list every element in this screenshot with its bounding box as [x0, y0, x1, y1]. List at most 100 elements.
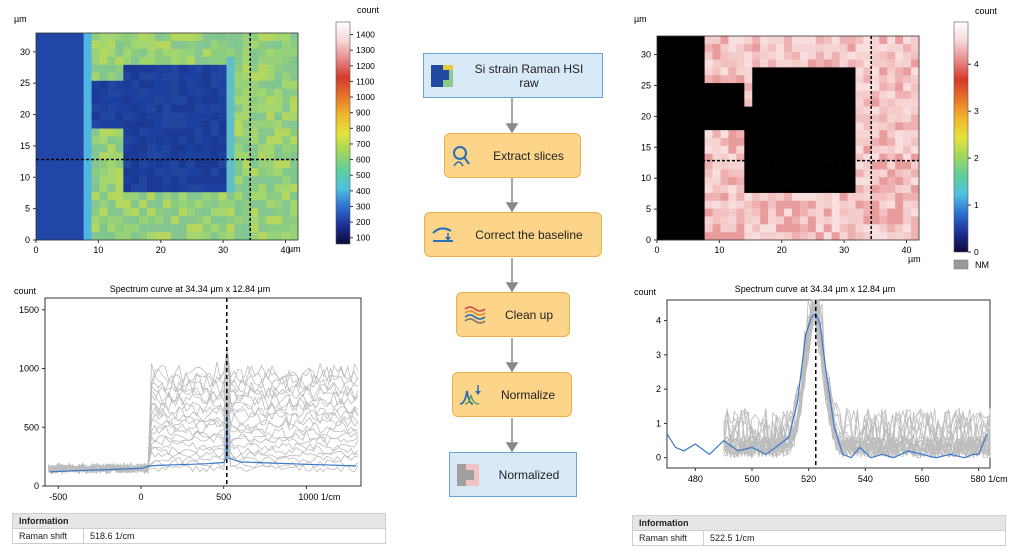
right-raman-shift-row: Raman shift 522.5 1/cm: [633, 531, 1005, 545]
map-pixel: [823, 98, 832, 107]
node-normalized[interactable]: Normalized: [449, 452, 577, 497]
map-pixel: [282, 128, 291, 137]
map-pixel: [290, 144, 299, 153]
map-pixel: [736, 51, 745, 60]
map-pixel: [831, 98, 840, 107]
map-pixel: [67, 176, 76, 185]
map-pixel: [807, 161, 817, 170]
x-tick-label: 10: [714, 245, 724, 255]
map-pixel: [178, 232, 188, 241]
map-pixel: [194, 104, 204, 113]
map-pixel: [202, 72, 211, 82]
left-map-image[interactable]: [35, 32, 299, 241]
map-pixel: [839, 169, 848, 178]
map-pixel: [831, 90, 840, 100]
node-si-strain-raman-hsi-raw[interactable]: Si strain Raman HSI raw: [423, 53, 603, 98]
map-pixel: [155, 48, 164, 58]
node-extract-slices[interactable]: Extract slices: [444, 133, 581, 178]
map-pixel: [170, 40, 180, 50]
map-pixel: [218, 176, 227, 185]
map-pixel: [704, 98, 713, 107]
map-pixel: [186, 216, 196, 225]
map-pixel: [36, 64, 45, 74]
node-clean-up[interactable]: Clean up: [456, 292, 570, 337]
map-pixel: [194, 176, 204, 185]
map-pixel: [744, 130, 753, 139]
map-pixel: [91, 144, 100, 153]
map-pixel: [847, 51, 856, 60]
map-pixel: [163, 184, 172, 193]
map-pixel: [672, 130, 682, 139]
map-pixel: [218, 224, 227, 233]
map-pixel: [218, 64, 227, 74]
right-spectrum-chart[interactable]: Spectrum curve at 34.34 µm x 12.84 µm co…: [620, 280, 1018, 512]
map-pixel: [83, 168, 92, 177]
map-pixel: [266, 88, 275, 97]
map-pixel: [250, 184, 259, 193]
map-pixel: [147, 232, 156, 241]
map-pixel: [99, 184, 108, 193]
node-correct-the-baseline[interactable]: Correct the baseline: [424, 212, 602, 257]
map-pixel: [815, 192, 825, 202]
right-raman-shift-key: Raman shift: [633, 531, 704, 545]
map-pixel: [664, 98, 674, 107]
map-pixel: [799, 192, 809, 202]
map-pixel: [274, 200, 283, 209]
map-pixel: [688, 106, 697, 115]
map-pixel: [131, 168, 140, 177]
map-pixel: [131, 112, 140, 121]
map-pixel: [186, 96, 196, 105]
map-pixel: [210, 136, 219, 145]
map-pixel: [186, 120, 196, 129]
map-pixel: [879, 106, 888, 115]
map-pixel: [879, 59, 888, 68]
colorbar-tick-label: 1200: [356, 61, 375, 71]
map-pixel: [226, 168, 235, 177]
map-pixel: [863, 83, 872, 92]
map-pixel: [202, 48, 211, 58]
map-pixel: [186, 80, 196, 90]
colorbar-tick-label: 300: [356, 201, 370, 211]
map-pixel: [258, 232, 267, 241]
left-spectrum-series-line[interactable]: [49, 411, 357, 473]
map-pixel: [163, 104, 172, 113]
map-pixel: [226, 160, 235, 169]
map-pixel: [807, 106, 817, 115]
map-pixel: [791, 169, 801, 178]
right-map-image[interactable]: [656, 35, 920, 241]
map-pixel: [139, 40, 148, 50]
map-pixel: [258, 56, 267, 66]
map-pixel: [664, 130, 674, 139]
map-pixel: [178, 48, 188, 58]
map-pixel: [115, 112, 124, 121]
bundle-curve: [47, 356, 359, 474]
node-normalize[interactable]: Normalize: [452, 372, 572, 417]
map-pixel: [170, 104, 180, 113]
map-pixel: [226, 208, 235, 217]
y-tick-label: 1500: [19, 305, 39, 315]
map-pixel: [107, 72, 116, 82]
map-pixel: [43, 168, 53, 177]
map-pixel: [83, 120, 92, 129]
left-spectrum-chart[interactable]: Spectrum curve at 34.34 µm x 12.84 µm co…: [0, 280, 380, 512]
map-pixel: [720, 138, 729, 147]
colorbar-gradient: [953, 21, 969, 253]
map-pixel: [139, 160, 148, 169]
map-pixel: [234, 120, 243, 129]
map-pixel: [170, 208, 180, 217]
map-pixel: [807, 192, 817, 202]
map-pixel: [178, 192, 188, 201]
map-pixel: [258, 224, 267, 233]
map-pixel: [736, 200, 745, 209]
map-pixel: [784, 224, 793, 233]
map-pixel: [202, 120, 211, 129]
map-pixel: [657, 75, 666, 84]
map-pixel: [155, 112, 164, 121]
map-pixel: [115, 152, 124, 161]
right-spectrum-series-line[interactable]: [666, 312, 988, 459]
map-pixel: [139, 128, 148, 137]
workflow-connectors: [505, 98, 519, 453]
map-pixel: [752, 130, 761, 139]
